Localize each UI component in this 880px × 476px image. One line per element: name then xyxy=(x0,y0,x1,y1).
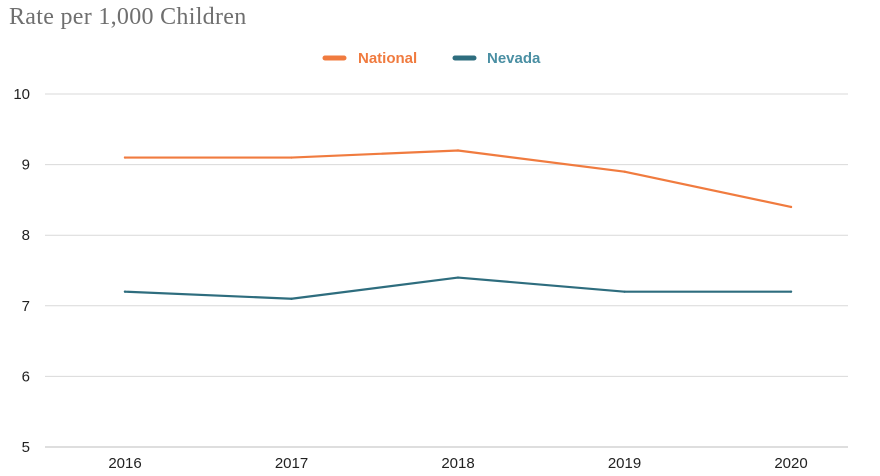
y-axis-ticks: 5 6 7 8 9 10 xyxy=(13,86,30,456)
y-tick-label: 8 xyxy=(22,227,30,244)
x-tick-label: 2019 xyxy=(608,455,641,472)
x-tick-label: 2020 xyxy=(774,455,807,472)
gridlines xyxy=(45,93,848,448)
data-point-national xyxy=(623,170,626,173)
data-point-national xyxy=(123,156,127,159)
y-tick-label: 10 xyxy=(13,86,30,103)
data-point-nevada xyxy=(623,290,626,293)
data-point-nevada xyxy=(789,290,793,293)
legend: National Nevada xyxy=(322,50,541,67)
series-line-national xyxy=(123,149,793,209)
data-point-national xyxy=(456,149,460,152)
x-axis-ticks: 2016 2017 2018 2019 2020 xyxy=(108,455,807,472)
legend-label-national: National xyxy=(358,50,417,67)
data-point-nevada xyxy=(290,297,293,300)
data-point-national xyxy=(789,205,793,209)
data-point-nevada xyxy=(456,276,460,279)
series-lines xyxy=(123,149,793,300)
series-line-nevada xyxy=(123,276,793,300)
y-tick-label: 5 xyxy=(22,439,30,456)
legend-label-nevada: Nevada xyxy=(487,50,541,67)
y-tick-label: 6 xyxy=(22,368,30,385)
chart-title: Rate per 1,000 Children xyxy=(9,4,247,30)
data-point-nevada xyxy=(123,290,127,293)
y-tick-label: 9 xyxy=(22,157,30,174)
x-tick-label: 2018 xyxy=(441,455,474,472)
x-tick-label: 2017 xyxy=(275,455,308,472)
x-tick-label: 2016 xyxy=(108,455,141,472)
y-tick-label: 7 xyxy=(22,298,30,315)
data-point-national xyxy=(290,156,293,159)
